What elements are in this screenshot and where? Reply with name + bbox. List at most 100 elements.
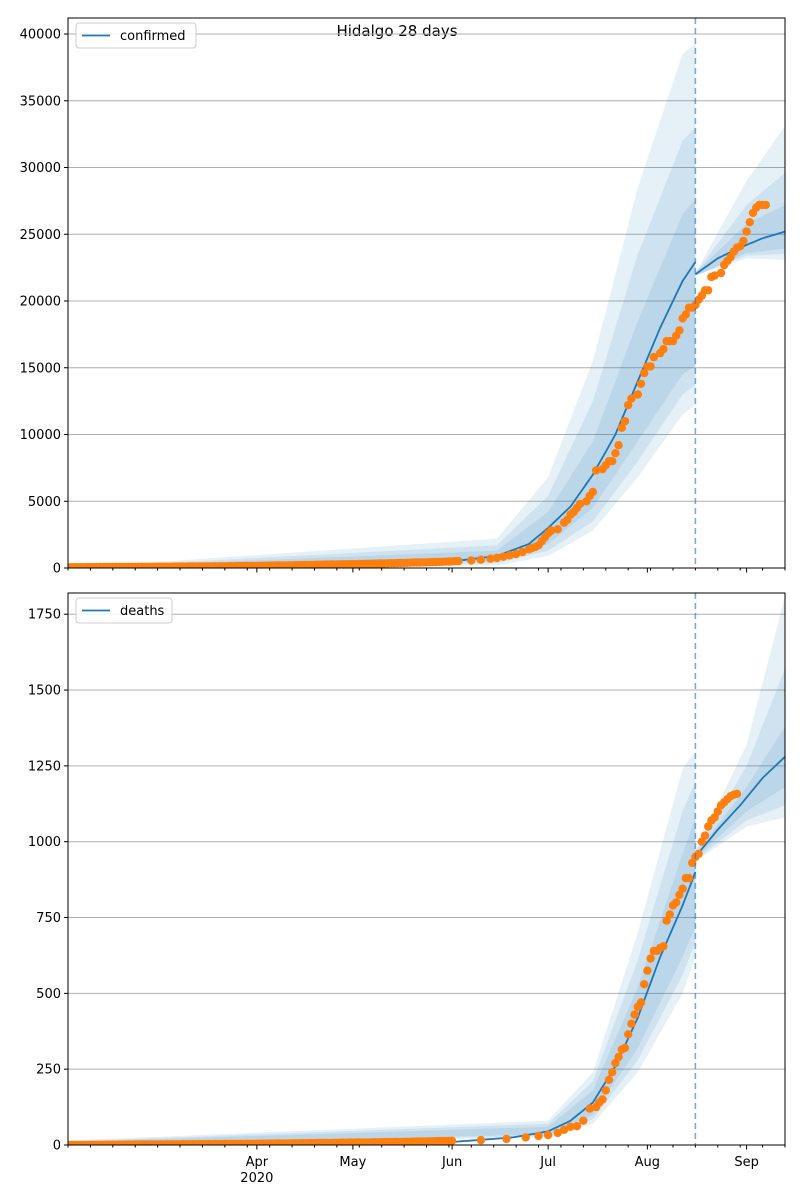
- model-forecast-line: [694, 230, 785, 276]
- x-tick-label: Apr: [246, 1155, 269, 1170]
- y-tick-label: 1750: [28, 608, 61, 623]
- observed-point: [646, 362, 655, 371]
- observed-point: [534, 1131, 543, 1141]
- observed-point: [553, 525, 562, 534]
- observed-point: [716, 268, 726, 278]
- observed-point: [710, 271, 719, 280]
- y-tick-label: 35000: [20, 94, 61, 109]
- observed-point: [505, 551, 514, 560]
- legend-label: deaths: [120, 604, 165, 619]
- observed-point: [566, 1122, 575, 1132]
- x-tick-label: Aug: [635, 1155, 660, 1170]
- observed-point: [502, 1134, 511, 1144]
- observed-point: [467, 556, 476, 565]
- observed-point: [617, 423, 626, 432]
- y-tick-label: 30000: [20, 161, 61, 176]
- y-tick-label: 20000: [20, 295, 61, 310]
- legend-box: [75, 597, 173, 624]
- observed-point: [624, 1030, 633, 1039]
- observed-point: [659, 942, 668, 951]
- observed-point: [636, 998, 646, 1007]
- x-tick-label: Jun: [441, 1155, 462, 1170]
- observed-point: [742, 227, 751, 236]
- observed-point: [627, 1019, 636, 1028]
- y-tick-label: 15000: [20, 361, 61, 376]
- observed-point: [665, 910, 674, 919]
- observed-point: [675, 326, 684, 335]
- observed-point: [604, 1075, 614, 1085]
- observed-point: [521, 1133, 530, 1142]
- observed-point: [640, 980, 649, 989]
- forecast-uncertainty-band-1: [695, 668, 785, 860]
- observed-point: [553, 1128, 562, 1138]
- observed-point: [585, 1104, 594, 1113]
- observed-point: [694, 849, 703, 858]
- y-tick-label: 0: [53, 1139, 61, 1154]
- observed-point: [633, 390, 642, 399]
- observed-point: [575, 499, 585, 509]
- observed-point: [659, 344, 668, 354]
- observed-point: [608, 1068, 617, 1077]
- observed-point: [620, 417, 630, 426]
- y-tick-label: 250: [36, 1063, 61, 1078]
- y-tick-label: 750: [36, 911, 61, 926]
- observed-point: [643, 966, 652, 975]
- observed-point: [620, 1043, 630, 1053]
- y-tick-label: 1500: [28, 684, 61, 699]
- y-tick-label: 1000: [28, 835, 61, 850]
- figure-title: Hidalgo 28 days: [336, 22, 457, 40]
- observed-point: [630, 1010, 639, 1019]
- observed-point: [627, 394, 636, 403]
- observed-point: [447, 1136, 457, 1145]
- y-tick-label: 1250: [28, 759, 61, 774]
- x-tick-label: Jul: [539, 1155, 556, 1170]
- observed-point: [681, 310, 690, 319]
- observed-point: [511, 549, 521, 559]
- observed-point: [611, 449, 620, 458]
- observed-point: [476, 555, 486, 564]
- y-tick-label: 0: [53, 562, 61, 577]
- observed-point: [492, 553, 502, 563]
- observed-point: [598, 1095, 607, 1104]
- x-tick-sublabel: 2020: [240, 1171, 273, 1186]
- observed-point: [572, 1122, 582, 1131]
- plot-area: [68, 43, 785, 568]
- observed-point: [636, 379, 646, 388]
- confirmed-panel: 0 5000 10000 15000 20000 25000 30000 35000 40000…: [20, 17, 786, 577]
- model-forecast-line: [694, 756, 785, 858]
- observed-point: [559, 1125, 569, 1135]
- observed-point: [499, 552, 508, 561]
- y-tick-label: 10000: [20, 428, 61, 443]
- observed-point: [486, 554, 495, 563]
- observed-point: [700, 831, 710, 840]
- y-tick-label: 25000: [20, 228, 61, 243]
- observed-point: [684, 873, 694, 883]
- observed-point: [624, 400, 633, 410]
- x-tick-label: May: [339, 1155, 366, 1170]
- y-tick-label: 40000: [20, 28, 61, 43]
- observed-point: [588, 487, 598, 497]
- observed-point: [732, 789, 742, 798]
- observed-point: [601, 1086, 610, 1095]
- observed-point: [646, 954, 655, 963]
- observed-point: [672, 898, 681, 907]
- observed-point: [614, 1052, 623, 1062]
- x-tick-label: Sep: [734, 1155, 759, 1170]
- legend-box: [75, 22, 197, 49]
- observed-point: [547, 526, 556, 535]
- plot-area: [68, 596, 785, 1145]
- observed-point: [739, 236, 748, 246]
- forecast-uncertainty-band-0: [695, 726, 785, 859]
- observed-point: [761, 200, 770, 210]
- observed-point: [649, 352, 658, 362]
- observed-point: [476, 1135, 486, 1145]
- observed-point: [454, 556, 463, 566]
- observed-point: [591, 466, 601, 475]
- forecast-uncertainty-band-2: [695, 596, 785, 862]
- observed-point: [678, 884, 687, 893]
- observed-point: [518, 547, 527, 557]
- y-tick-label: 500: [36, 987, 61, 1002]
- observed-point: [614, 441, 623, 450]
